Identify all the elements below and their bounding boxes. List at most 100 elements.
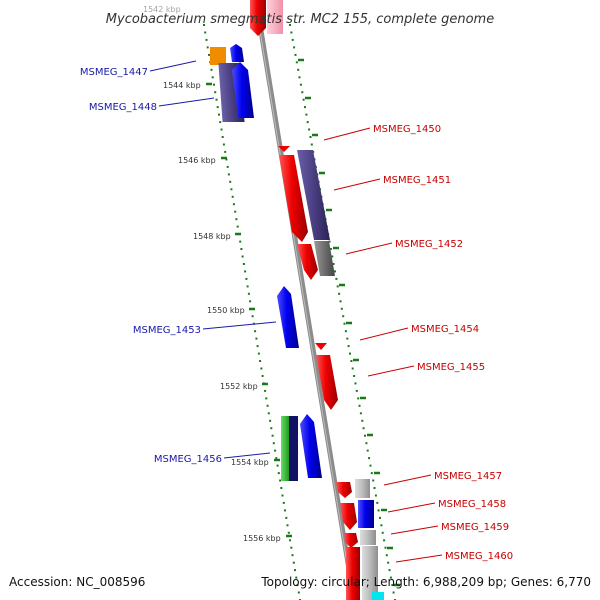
scale-dot <box>309 136 312 138</box>
scale-dot <box>239 240 242 243</box>
scale-dot <box>218 113 220 116</box>
scale-dot <box>361 419 364 422</box>
genome-summary-text: Topology: circular; Length: 6,988,209 bp… <box>260 575 591 589</box>
scale-dot <box>242 263 245 265</box>
scale-dot <box>232 203 235 206</box>
scale-dot <box>351 367 354 370</box>
gene-label-msmeg-1447[interactable]: MSMEG_1447 <box>80 67 148 78</box>
feature-top-red <box>250 0 266 36</box>
gene-label-msmeg-1448[interactable]: MSMEG_1448 <box>89 102 157 113</box>
scale-dot <box>287 531 290 534</box>
gene-label-msmeg-1459[interactable]: MSMEG_1459 <box>441 522 509 533</box>
gene-label-msmeg-1452[interactable]: MSMEG_1452 <box>395 239 463 250</box>
gene-label-msmeg-1457[interactable]: MSMEG_1457 <box>434 471 502 482</box>
scale-dot <box>358 404 361 407</box>
genome-title: Mycobacterium smegmatis str. MC2 155, co… <box>106 12 494 27</box>
scale-dot <box>284 509 286 512</box>
scale-ticks <box>206 58 400 587</box>
scale-dot <box>251 315 254 318</box>
scale-dot <box>369 464 372 467</box>
feature-msmeg-1451-homolog <box>297 150 330 240</box>
feature-msmeg-1456 <box>300 414 322 478</box>
feature-msmeg-1460-homolog <box>362 546 378 600</box>
scale-dot <box>391 584 394 587</box>
scale-dot <box>305 113 308 116</box>
scale-dot <box>289 539 291 542</box>
kbp-label-1542: 1542 kbp <box>143 5 181 14</box>
feature-msmeg-1447 <box>230 44 244 62</box>
scale-dot <box>372 479 375 482</box>
scale-dot <box>384 546 387 549</box>
scale-dot <box>373 487 376 489</box>
scale-dot <box>271 434 274 437</box>
scale-dot <box>215 98 218 101</box>
scale-dot <box>292 561 295 564</box>
scale-dot <box>387 561 390 564</box>
scale-dot <box>220 128 223 131</box>
scale-dot <box>224 150 227 153</box>
scale-dot <box>275 457 278 460</box>
scale-dot <box>380 524 383 527</box>
scale-dot <box>374 494 377 497</box>
scale-dot <box>291 38 294 41</box>
scale-dot <box>331 255 334 258</box>
feature-msmeg-1452 <box>297 244 318 280</box>
feature-msmeg-1460 <box>346 547 360 600</box>
scale-dot <box>279 479 282 482</box>
scale-dot <box>219 121 222 124</box>
scale-dot <box>347 345 350 348</box>
scale-dot <box>295 576 298 579</box>
scale-dot <box>210 68 213 71</box>
feature-msmeg-1453 <box>277 286 299 348</box>
gene-label-msmeg-1451[interactable]: MSMEG_1451 <box>383 175 451 186</box>
scale-dotted-lines <box>203 24 396 600</box>
scale-dot <box>213 83 215 86</box>
scale-dot <box>265 397 268 400</box>
scale-dot <box>205 38 208 41</box>
gene-label-msmeg-1453[interactable]: MSMEG_1453 <box>133 325 201 336</box>
scale-dot <box>388 569 391 572</box>
scale-dot <box>241 255 244 258</box>
scale-dot <box>289 24 291 26</box>
scale-dot <box>290 546 293 549</box>
gene-label-msmeg-1454[interactable]: MSMEG_1454 <box>411 324 479 335</box>
gene-label-msmeg-1460[interactable]: MSMEG_1460 <box>445 551 513 562</box>
feature-msmeg-1459 <box>344 533 358 548</box>
scale-dot <box>225 158 228 161</box>
gene-label-msmeg-1455[interactable]: MSMEG_1455 <box>417 362 485 373</box>
scale-dot <box>245 277 248 280</box>
gene-label-msmeg-1450[interactable]: MSMEG_1450 <box>373 124 441 135</box>
scale-dot <box>286 524 289 527</box>
kbp-label-1552: 1552 kbp <box>220 382 258 391</box>
scale-dot <box>240 248 243 250</box>
scale-dot <box>297 591 300 594</box>
gene-label-msmeg-1458[interactable]: MSMEG_1458 <box>438 499 506 510</box>
scale-dot <box>338 292 341 295</box>
scale-dot <box>376 501 379 504</box>
scale-dot <box>282 501 285 504</box>
scale-dot <box>379 516 381 519</box>
scale-dot <box>299 83 302 86</box>
scale-dot <box>346 337 349 340</box>
scale-dot <box>342 315 345 318</box>
gene-label-msmeg-1456[interactable]: MSMEG_1456 <box>154 454 222 465</box>
feature-bottom-cyan <box>372 592 384 600</box>
kbp-label-1554: 1554 kbp <box>231 458 269 467</box>
scale-dot <box>208 53 210 56</box>
scale-dot <box>269 419 272 422</box>
scale-dot <box>277 472 280 475</box>
scale-dot <box>368 457 371 460</box>
scale-dot <box>266 404 269 407</box>
label-leader-lines <box>149 60 443 563</box>
scale-dot <box>355 389 358 392</box>
scale-dot <box>339 300 342 303</box>
scale-dot <box>343 322 346 325</box>
scale-dot <box>302 98 305 101</box>
scale-dot <box>381 531 384 534</box>
scale-dot <box>227 173 230 176</box>
scale-dot <box>246 285 249 288</box>
feature-msmeg-1458-homolog <box>358 500 374 528</box>
scale-dot <box>332 263 335 265</box>
scale-dot <box>334 270 336 273</box>
scale-dot <box>293 46 296 49</box>
